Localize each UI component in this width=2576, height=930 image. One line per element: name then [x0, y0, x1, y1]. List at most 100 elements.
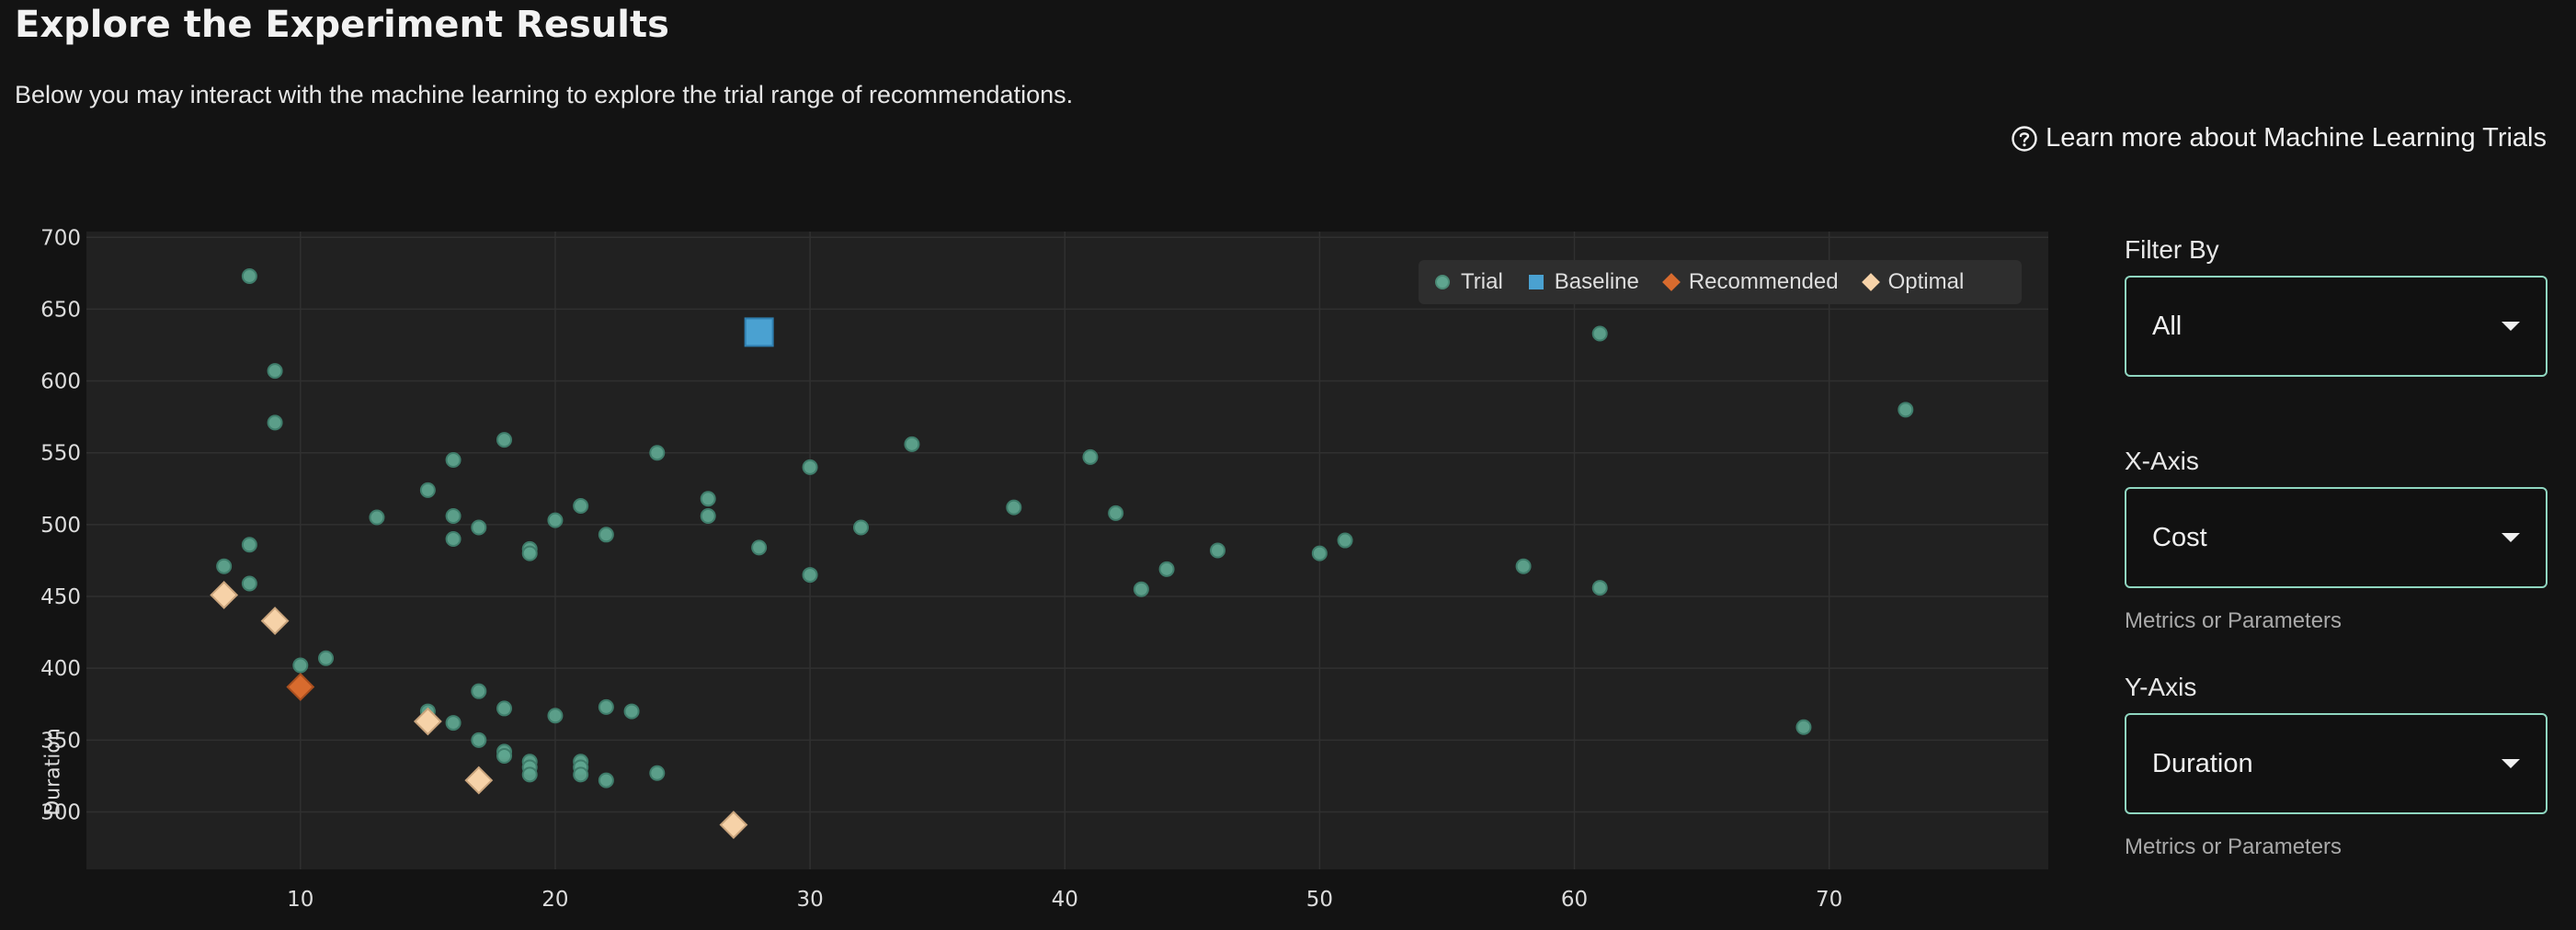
x-axis-label: X-Axis: [2125, 447, 2199, 475]
y-tick-label: 300: [40, 800, 81, 824]
filter-value: All: [2152, 311, 2183, 341]
legend-label-optimal: Optimal: [1887, 269, 1965, 294]
trial-point: [471, 683, 487, 699]
trial-point: [1898, 402, 1914, 418]
x-tick-label: 30: [796, 888, 823, 912]
legend-item-baseline[interactable]: Baseline: [1528, 269, 1639, 295]
trial-point: [623, 703, 640, 720]
y-tick-label: 350: [40, 729, 81, 753]
trial-point: [241, 575, 257, 592]
baseline-marker-icon: [1528, 275, 1544, 289]
y-tick-label: 450: [40, 585, 81, 609]
trial-point: [318, 650, 335, 666]
trial-point: [1108, 505, 1124, 521]
trial-point: [471, 732, 487, 748]
x-tick-label: 70: [1816, 888, 1842, 912]
optimal-point: [719, 811, 748, 839]
trial-point: [1082, 448, 1099, 465]
y-axis-helper: Metrics or Parameters: [2125, 834, 2342, 859]
optimal-marker-icon: [1861, 273, 1880, 291]
trial-point: [1795, 719, 1812, 735]
trial-point: [496, 700, 513, 717]
x-tick-label: 50: [1306, 888, 1333, 912]
x-tick-label: 10: [287, 888, 313, 912]
legend-item-recommended[interactable]: Recommended: [1661, 269, 1839, 295]
page-subtitle: Below you may interact with the machine …: [15, 81, 1074, 108]
trial-point: [598, 772, 614, 788]
y-axis-title: Duration: [41, 728, 65, 816]
trial-point: [802, 459, 818, 475]
trial-point: [1133, 581, 1149, 597]
recommended-point: [286, 673, 315, 701]
filter-select[interactable]: All: [2125, 276, 2548, 377]
y-tick-label: 400: [40, 657, 81, 681]
trial-point: [649, 445, 666, 461]
trial-point: [369, 509, 385, 526]
plot-background: [86, 232, 2048, 869]
chart-legend: Trial Baseline Recommended Optimal: [1419, 260, 2022, 304]
trial-point: [1311, 545, 1328, 561]
trial-point: [216, 558, 233, 574]
legend-label-recommended: Recommended: [1688, 269, 1839, 294]
trial-point: [1210, 542, 1226, 559]
optimal-point: [464, 766, 494, 795]
trial-point: [471, 519, 487, 536]
y-axis-value: Duration: [2152, 748, 2253, 778]
optimal-point: [260, 607, 290, 636]
trial-point: [241, 267, 257, 284]
trial-point: [419, 482, 436, 498]
chevron-down-icon: [2502, 533, 2520, 542]
trial-point: [445, 715, 462, 732]
trial-point: [267, 363, 283, 380]
trial-point: [496, 748, 513, 765]
trial-point: [649, 765, 666, 781]
trial-point: [1158, 561, 1175, 577]
legend-label-trial: Trial: [1461, 269, 1503, 294]
y-axis-select[interactable]: Duration: [2125, 713, 2548, 814]
y-tick-label: 550: [40, 442, 81, 466]
trial-point: [521, 766, 538, 783]
chart-canvas: 10 20 30 40 50 60 70 300 350 400 450 500 550 600 650 70…: [40, 226, 2048, 912]
trial-point: [751, 539, 768, 556]
trial-point: [853, 519, 870, 536]
optimal-point: [210, 581, 239, 609]
trial-point: [700, 491, 716, 507]
y-axis-label: Y-Axis: [2125, 673, 2197, 701]
trial-point: [598, 527, 614, 543]
trial-point: [445, 530, 462, 547]
learn-more-link[interactable]: Learn more about Machine Learning Trials: [2011, 123, 2547, 153]
trial-point: [445, 507, 462, 524]
legend-label-baseline: Baseline: [1554, 269, 1639, 294]
y-tick-label: 500: [40, 514, 81, 538]
trial-point: [445, 452, 462, 469]
trial-point: [1337, 532, 1353, 549]
trial-point: [904, 436, 920, 452]
y-tick-label: 700: [40, 226, 81, 250]
trial-point: [573, 766, 589, 783]
baseline-point: [744, 317, 774, 347]
trial-point: [802, 567, 818, 584]
chevron-down-icon: [2502, 759, 2520, 768]
x-axis-select[interactable]: Cost: [2125, 487, 2548, 588]
trial-point: [573, 498, 589, 515]
legend-item-trial[interactable]: Trial: [1435, 269, 1503, 295]
scatter-chart[interactable]: 10 20 30 40 50 60 70 300 350 400 450 500 550 600 650 70…: [0, 221, 2059, 930]
legend-item-optimal[interactable]: Optimal: [1861, 269, 1965, 295]
learn-more-label: Learn more about Machine Learning Trials: [2046, 123, 2547, 153]
chevron-down-icon: [2502, 322, 2520, 331]
x-tick-label: 60: [1561, 888, 1588, 912]
trial-point: [700, 507, 716, 524]
trial-point: [521, 545, 538, 561]
x-tick-label: 20: [541, 888, 568, 912]
help-circle-icon: [2011, 125, 2038, 153]
trial-point: [496, 432, 513, 448]
x-tick-label: 40: [1052, 888, 1078, 912]
trial-point: [1591, 580, 1608, 596]
trial-point: [267, 414, 283, 431]
trial-point: [547, 708, 564, 724]
y-tick-label: 650: [40, 298, 81, 322]
trial-marker-icon: [1435, 275, 1450, 289]
page-title: Explore the Experiment Results: [15, 4, 669, 46]
y-tick-label: 600: [40, 370, 81, 394]
filter-label: Filter By: [2125, 235, 2219, 264]
